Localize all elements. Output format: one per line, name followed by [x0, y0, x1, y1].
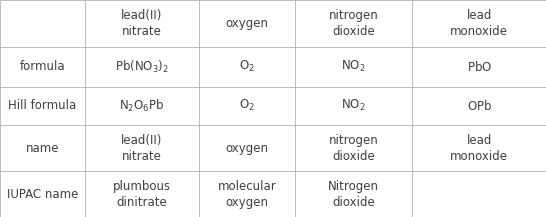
Text: lead(II)
nitrate: lead(II) nitrate: [121, 134, 163, 163]
Text: nitrogen
dioxide: nitrogen dioxide: [329, 9, 378, 38]
Text: $\mathrm{N}_{2}\mathrm{O}_{6}\mathrm{Pb}$: $\mathrm{N}_{2}\mathrm{O}_{6}\mathrm{Pb}…: [119, 98, 165, 114]
Text: $\mathrm{PbO}$: $\mathrm{PbO}$: [466, 60, 492, 74]
Text: formula: formula: [20, 60, 65, 73]
Text: molecular
oxygen: molecular oxygen: [218, 180, 276, 209]
Text: Hill formula: Hill formula: [8, 99, 76, 112]
Text: name: name: [26, 142, 59, 155]
Text: $\mathrm{OPb}$: $\mathrm{OPb}$: [466, 99, 492, 113]
Text: nitrogen
dioxide: nitrogen dioxide: [329, 134, 378, 163]
Text: plumbous
dinitrate: plumbous dinitrate: [113, 180, 171, 209]
Text: $\mathrm{O}_{2}$: $\mathrm{O}_{2}$: [239, 98, 255, 113]
Text: oxygen: oxygen: [225, 142, 269, 155]
Text: Nitrogen
dioxide: Nitrogen dioxide: [328, 180, 379, 209]
Text: lead
monoxide: lead monoxide: [450, 9, 508, 38]
Text: $\mathrm{Pb(NO}_{3}\mathrm{)}_{2}$: $\mathrm{Pb(NO}_{3}\mathrm{)}_{2}$: [115, 59, 169, 75]
Text: $\mathrm{NO}_{2}$: $\mathrm{NO}_{2}$: [341, 98, 366, 113]
Text: $\mathrm{NO}_{2}$: $\mathrm{NO}_{2}$: [341, 59, 366, 74]
Text: lead(II)
nitrate: lead(II) nitrate: [121, 9, 163, 38]
Text: IUPAC name: IUPAC name: [7, 188, 78, 201]
Text: $\mathrm{O}_{2}$: $\mathrm{O}_{2}$: [239, 59, 255, 74]
Text: oxygen: oxygen: [225, 17, 269, 30]
Text: lead
monoxide: lead monoxide: [450, 134, 508, 163]
